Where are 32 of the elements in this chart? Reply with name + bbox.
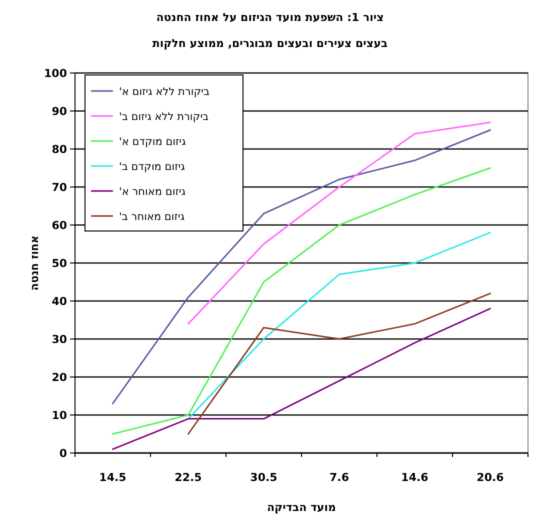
y-axis-title: אחוז חנטה xyxy=(28,235,41,291)
y-tick-label: 60 xyxy=(52,219,68,232)
legend-label: גיזום מוקדם ב' xyxy=(119,161,186,173)
x-tick-label: 22.5 xyxy=(174,471,202,484)
x-tick-label: 7.6 xyxy=(330,471,350,484)
line-series xyxy=(112,129,491,404)
chart-subtitle: בעצים צעירים ובעצים מבוגרים, ממוצע חלקות xyxy=(152,37,388,50)
legend-label: ביקורת ללא גיזום ב' xyxy=(119,111,209,123)
y-tick-label: 80 xyxy=(52,143,68,156)
x-tick-label: 14.5 xyxy=(99,471,126,484)
legend-label: גיזום מאוחר א' xyxy=(119,186,186,198)
legend-label: גיזום מאוחר ב' xyxy=(119,211,186,223)
y-tick-label: 30 xyxy=(52,333,68,346)
legend-label: גיזום מוקדם א' xyxy=(119,136,187,148)
line-series xyxy=(188,122,491,325)
y-tick-label: 100 xyxy=(44,67,68,80)
y-tick-label: 90 xyxy=(52,105,68,118)
y-tick-label: 0 xyxy=(59,447,68,460)
y-tick-label: 10 xyxy=(52,409,68,422)
line-series xyxy=(188,232,491,420)
y-tick-label: 40 xyxy=(52,295,68,308)
x-tick-label: 20.6 xyxy=(476,471,504,484)
x-axis-title: מועד הבדיקה xyxy=(267,501,336,514)
chart-title: ציור 1: השפעת מועד הגיזום על אחוז החנטה xyxy=(156,11,384,24)
x-tick-label: 14.6 xyxy=(401,471,429,484)
x-tick-label: 30.5 xyxy=(250,471,278,484)
y-tick-label: 70 xyxy=(52,181,68,194)
legend-label: ביקורת ללא גיזום א' xyxy=(119,86,210,98)
y-tick-label: 50 xyxy=(52,257,68,270)
line-series xyxy=(112,308,491,450)
y-tick-label: 20 xyxy=(52,371,68,384)
line-series xyxy=(188,292,491,435)
